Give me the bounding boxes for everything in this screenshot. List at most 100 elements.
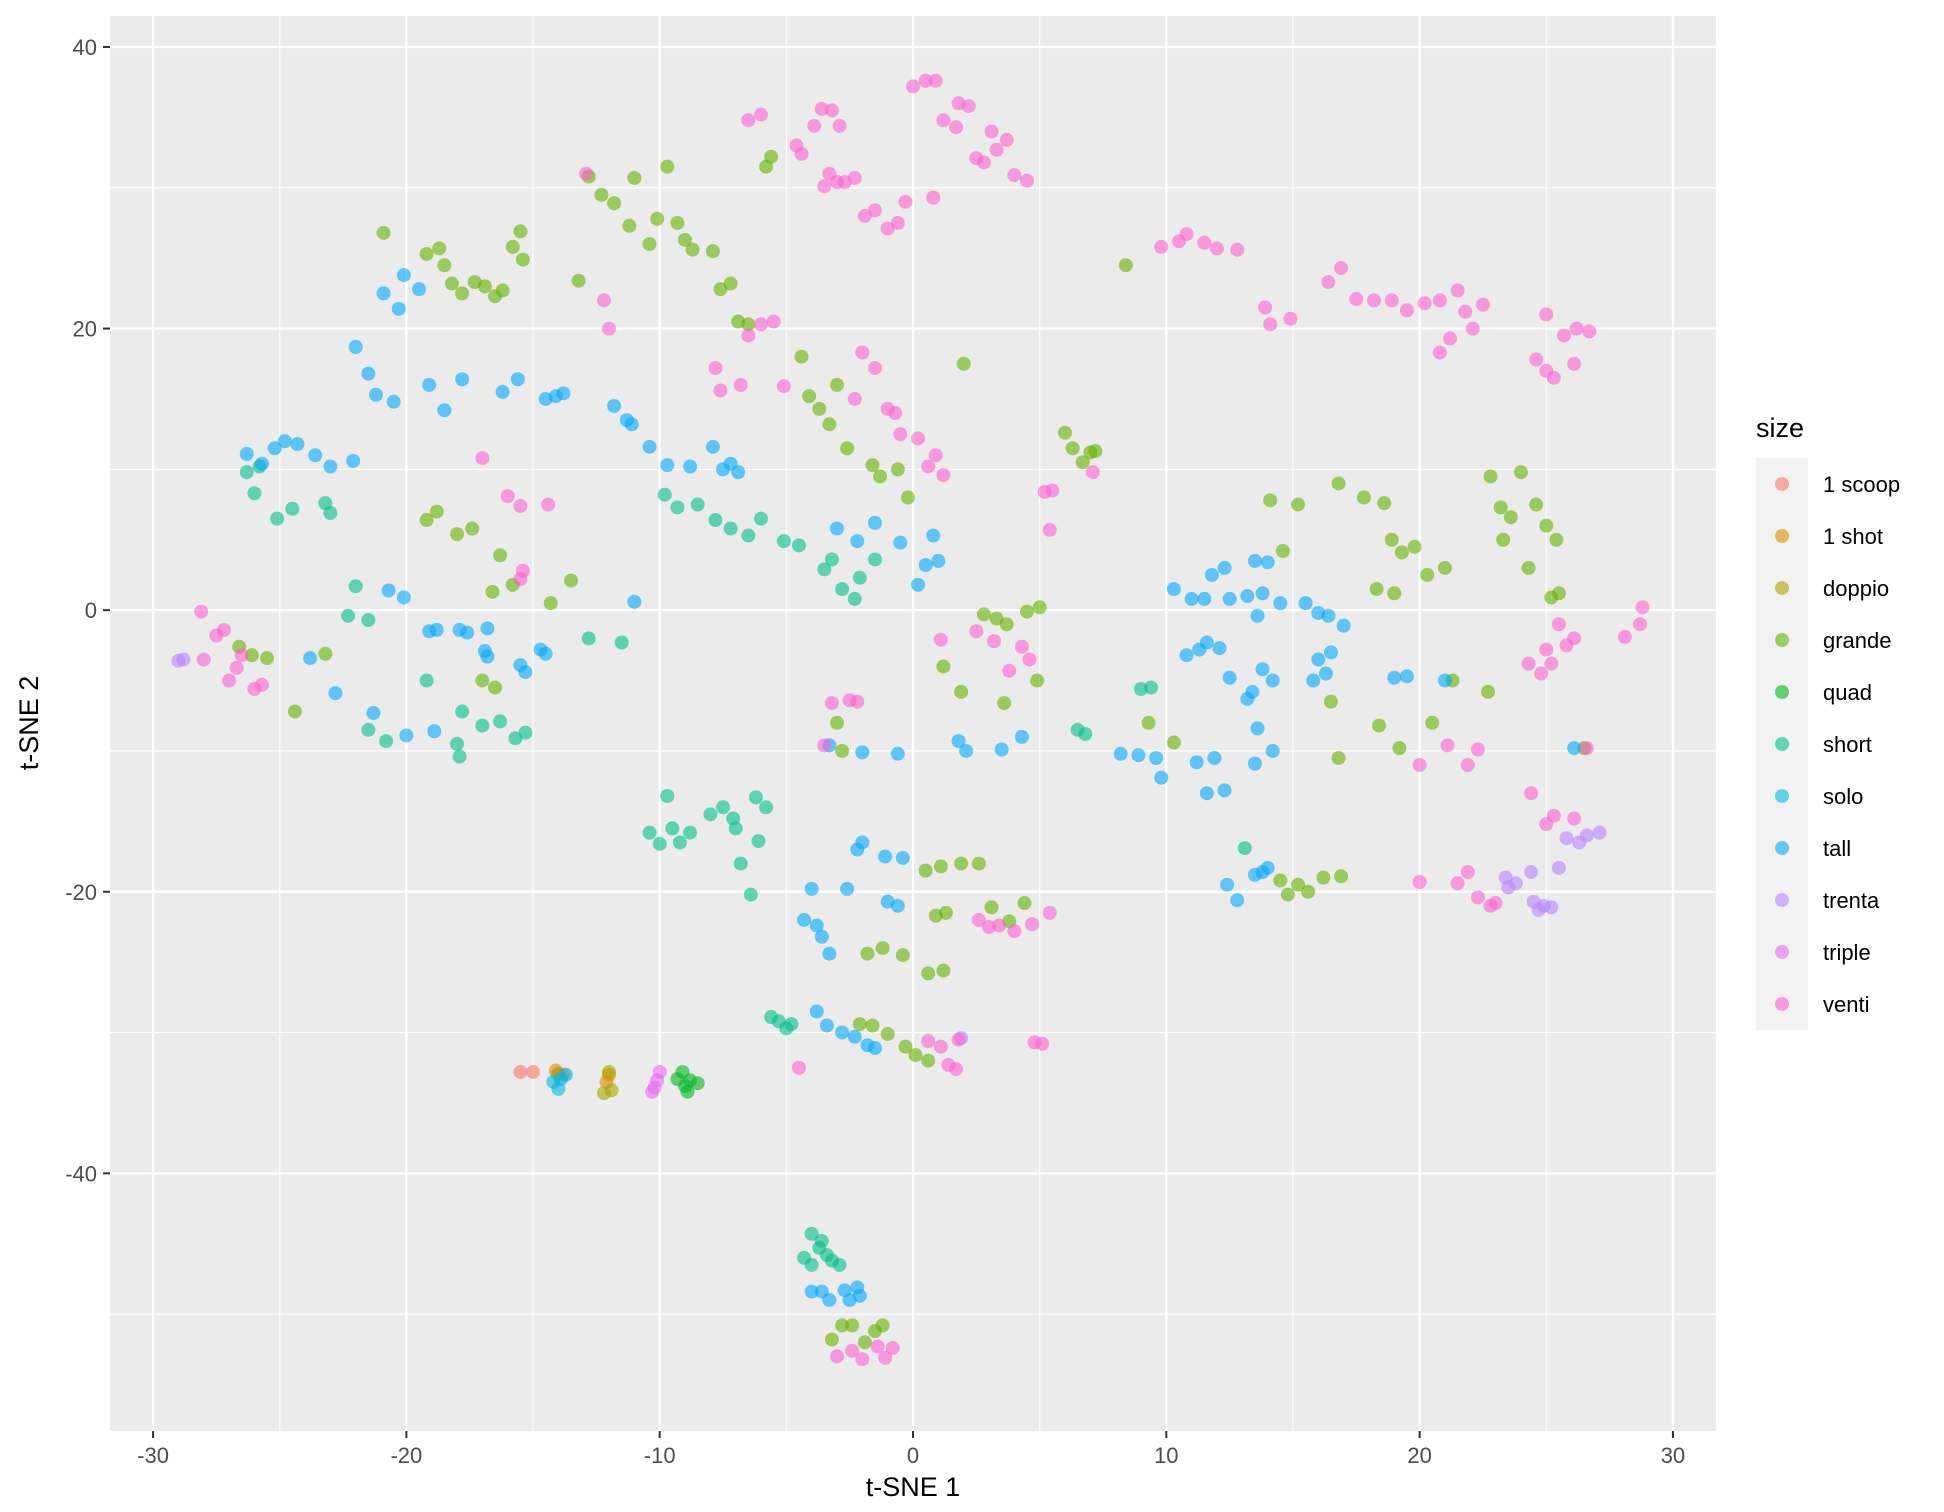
point-tall: [809, 1004, 824, 1019]
point-grande: [1394, 545, 1409, 560]
point-venti: [222, 673, 237, 688]
point-grande: [794, 349, 809, 364]
point-short: [804, 1226, 819, 1241]
point-tall: [624, 417, 639, 432]
point-grande: [660, 159, 675, 174]
point-venti: [1042, 905, 1057, 920]
point-grande: [1544, 590, 1559, 605]
point-1-scoop: [526, 1064, 541, 1079]
point-grande: [895, 948, 910, 963]
point-tall: [705, 439, 720, 454]
point-short: [703, 807, 718, 822]
point-grande: [997, 696, 1012, 711]
point-venti: [602, 321, 617, 336]
legend-key-1-shot: [1775, 529, 1789, 543]
point-short: [493, 714, 508, 729]
point-venti: [1579, 741, 1594, 756]
point-short: [419, 673, 434, 688]
point-venti: [1384, 293, 1399, 308]
point-grande: [450, 527, 465, 542]
point-grande: [802, 389, 817, 404]
point-short: [652, 836, 667, 851]
point-tall: [1336, 618, 1351, 633]
point-grande: [1369, 582, 1384, 597]
point-venti: [1475, 297, 1490, 312]
point-tall: [1154, 770, 1169, 785]
point-tall: [376, 286, 391, 301]
legend-key-1-scoop: [1775, 477, 1789, 491]
point-grande: [437, 258, 452, 273]
point-venti: [1025, 917, 1040, 932]
point-tall: [518, 665, 533, 680]
point-tall: [556, 386, 571, 401]
point-tall: [1199, 635, 1214, 650]
point-venti: [921, 1033, 936, 1048]
point-venti: [868, 203, 883, 218]
point-short: [723, 521, 738, 536]
point-tall: [277, 434, 292, 449]
point-grande: [432, 241, 447, 256]
point-tall: [480, 621, 495, 636]
point-short: [852, 570, 867, 585]
point-grande: [1275, 544, 1290, 559]
point-grande: [1166, 735, 1181, 750]
point-grande: [1387, 586, 1402, 601]
point-short: [733, 856, 748, 871]
legend-label-venti: venti: [1823, 992, 1869, 1017]
point-short: [614, 635, 629, 650]
point-tall: [348, 339, 363, 354]
point-venti: [1367, 293, 1382, 308]
point-tall: [868, 515, 883, 530]
point-short: [475, 718, 490, 733]
point-grande: [1334, 869, 1349, 884]
point-short: [518, 725, 533, 740]
legend-key-quad: [1775, 685, 1789, 699]
point-tall: [716, 462, 731, 477]
y-axis: -40 -20 0 20 40: [65, 35, 110, 1186]
point-tall: [1306, 673, 1321, 688]
point-tall: [731, 465, 746, 480]
point-short: [792, 538, 807, 553]
point-grande: [287, 704, 302, 719]
x-tick-label: 10: [1154, 1443, 1178, 1468]
point-grande: [1017, 896, 1032, 911]
point-tall: [1189, 755, 1204, 770]
point-grande: [1392, 741, 1407, 756]
point-grande: [1356, 490, 1371, 505]
point-grande: [852, 1017, 867, 1032]
point-venti: [928, 448, 943, 463]
point-doppio: [602, 1064, 617, 1079]
point-tall: [538, 646, 553, 661]
x-tick-label: 20: [1407, 1443, 1431, 1468]
point-short: [450, 736, 465, 751]
point-short: [672, 835, 687, 850]
point-short: [741, 528, 756, 543]
point-venti: [196, 652, 211, 667]
point-tall: [1199, 786, 1214, 801]
legend-label-1-shot: 1 shot: [1823, 524, 1883, 549]
point-tall: [1149, 750, 1164, 765]
point-triple: [647, 1080, 662, 1095]
point-grande: [723, 276, 738, 291]
point-tall: [642, 439, 657, 454]
point-venti: [1529, 352, 1544, 367]
point-venti: [961, 99, 976, 114]
point-venti: [1539, 307, 1554, 322]
point-tall: [1260, 555, 1275, 570]
point-venti: [928, 73, 943, 88]
point-venti: [708, 360, 723, 375]
x-tick-label: 30: [1661, 1443, 1685, 1468]
point-tall: [814, 929, 829, 944]
point-quad: [675, 1064, 690, 1079]
point-tall: [460, 625, 475, 640]
point-grande: [260, 651, 275, 666]
point-venti: [1488, 896, 1503, 911]
point-venti: [890, 215, 905, 230]
point-venti: [1035, 1036, 1050, 1051]
legend-label-quad: quad: [1823, 680, 1872, 705]
point-venti: [918, 73, 933, 88]
point-tall: [267, 441, 282, 456]
point-grande: [865, 458, 880, 473]
point-grande: [840, 441, 855, 456]
point-venti: [855, 345, 870, 360]
